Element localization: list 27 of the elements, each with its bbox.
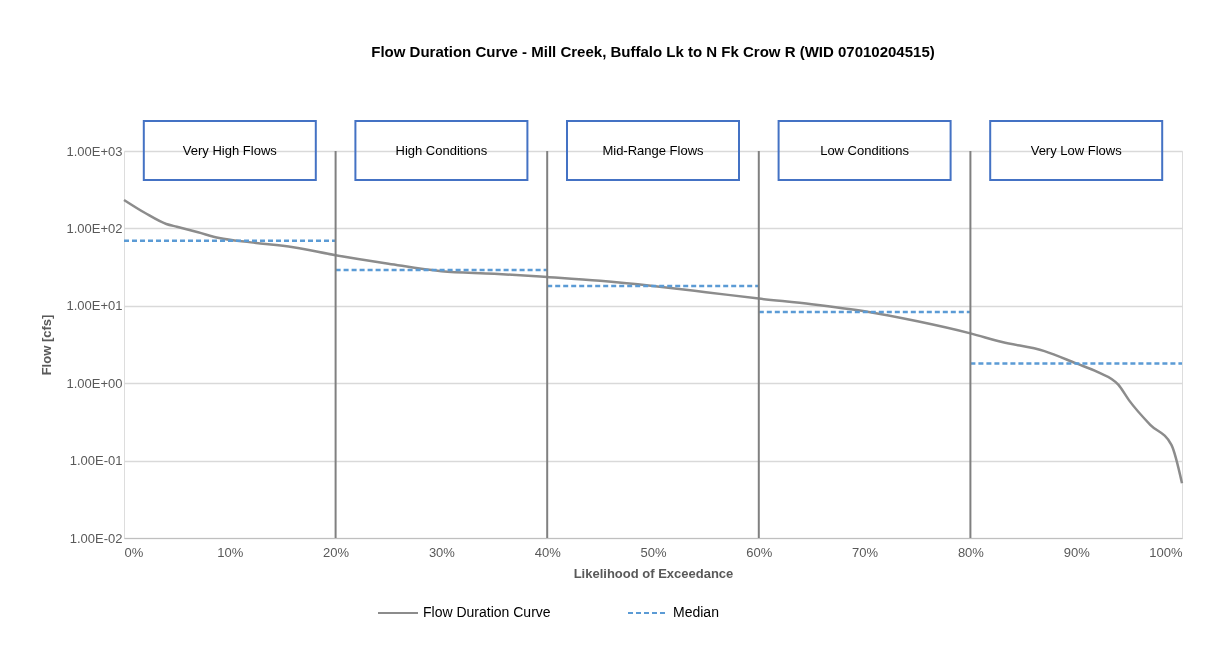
x-tick-label: 50% [640, 544, 667, 560]
x-tick-label: 90% [1063, 544, 1091, 560]
y-tick-label: 1.00E+03 [66, 143, 123, 159]
x-tick-label: 20% [323, 544, 350, 560]
x-tick-label: 40% [534, 544, 562, 560]
y-axis-title: Flow [cfs] [39, 314, 55, 376]
annotation: Very High Flows [182, 143, 278, 158]
legend-label: Flow Duration Curve [423, 604, 551, 620]
y-tick-label: 1.00E+01 [66, 298, 123, 314]
y-tick-label: 1.00E-01 [69, 453, 123, 469]
legend-label: Median [673, 604, 719, 620]
x-tick-label: 100% [1149, 544, 1183, 560]
y-tick-label: 1.00E-02 [69, 530, 123, 546]
x-tick-label: 10% [217, 544, 244, 560]
x-tick-label: 0% [124, 544, 144, 560]
annotation: High Conditions [395, 143, 488, 158]
annotation: Low Conditions [820, 143, 910, 158]
y-tick-label: 1.00E+02 [66, 220, 123, 236]
annotation: Very Low Flows [1030, 143, 1123, 158]
x-tick-label: 60% [746, 544, 773, 560]
x-tick-label: 30% [428, 544, 456, 560]
x-axis-title: Likelihood of Exceedance [573, 565, 734, 581]
chart-title: Flow Duration Curve - Mill Creek, Buffalo Lk to N Fk Crow R (WID 07010204515) [371, 43, 935, 60]
annotation: Mid-Range Flows [602, 143, 705, 158]
x-tick-label: 80% [957, 544, 985, 560]
x-tick-label: 70% [852, 544, 879, 560]
y-tick-label: 1.00E+00 [66, 375, 123, 391]
